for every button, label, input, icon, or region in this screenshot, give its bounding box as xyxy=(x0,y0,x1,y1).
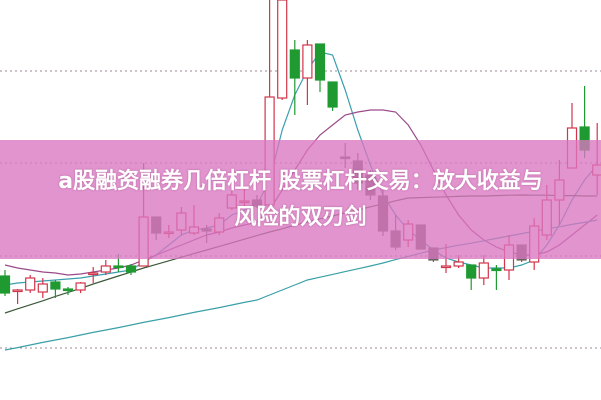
candle-body xyxy=(491,268,502,272)
candle-body xyxy=(125,265,137,273)
candle-body xyxy=(25,277,36,291)
title-line-2: 风险的双刃剑 xyxy=(234,205,367,230)
candle-body xyxy=(466,264,477,279)
candle-body xyxy=(453,261,464,267)
candle-body xyxy=(277,0,288,99)
candle-body xyxy=(88,272,99,276)
article-title: a股融资融券几倍杠杆 股票杠杆交易：放大收益与 风险的双刃剑 xyxy=(0,164,601,236)
candle-body xyxy=(113,265,124,269)
candle-body xyxy=(0,275,11,294)
candle-body xyxy=(62,288,74,292)
candle-body xyxy=(50,281,61,290)
candle-body xyxy=(75,282,86,291)
candle-body xyxy=(327,81,338,108)
candle-body xyxy=(302,44,313,79)
candle-body xyxy=(289,49,300,79)
candle-body xyxy=(440,265,452,269)
candle-body xyxy=(478,262,489,279)
candle-body xyxy=(100,265,111,273)
candle-body xyxy=(314,43,326,81)
candle-body xyxy=(12,289,23,293)
title-banner xyxy=(0,140,601,259)
candle-body xyxy=(37,283,48,293)
title-line-1: a股融资融券几倍杠杆 股票杠杆交易：放大收益与 xyxy=(58,169,543,194)
moving-average-line xyxy=(4,51,598,286)
